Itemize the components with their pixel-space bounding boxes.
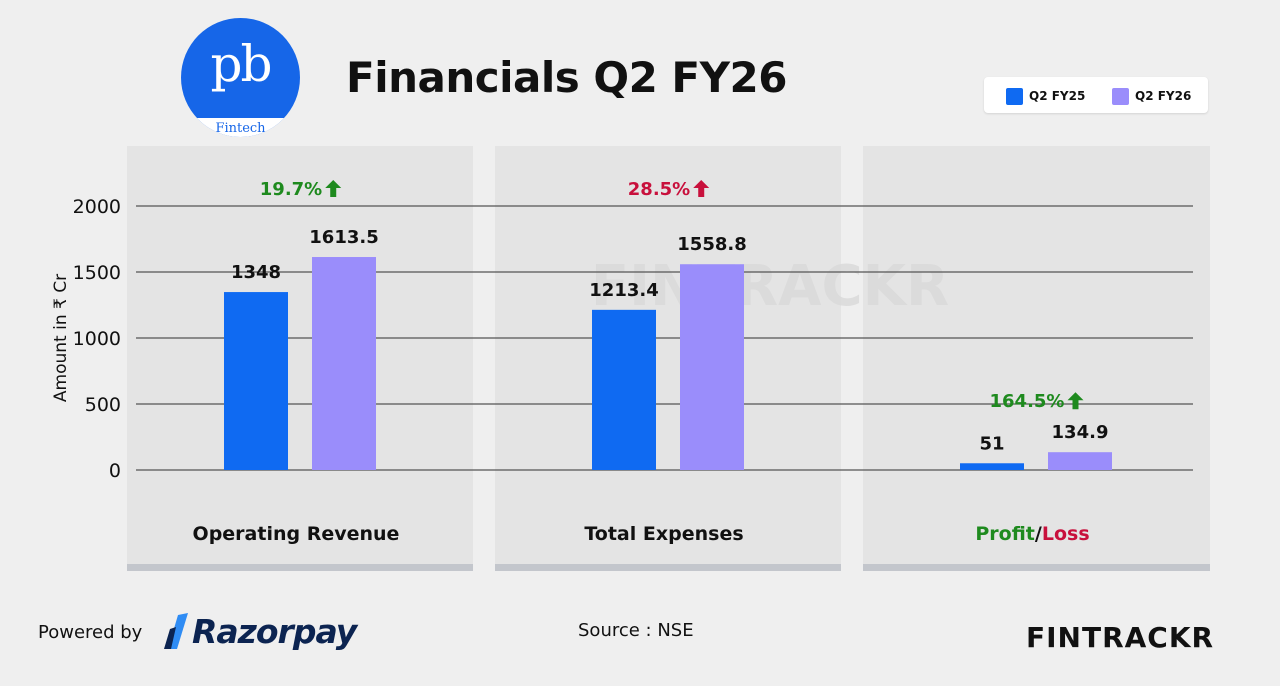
category-label-part-0: Operating Revenue — [193, 523, 400, 545]
growth-label-total-expenses: 28.5% — [628, 179, 690, 200]
razorpay-wordmark: Razorpay — [192, 611, 357, 651]
legend-item-q2-fy25: Q2 FY25 — [1006, 87, 1086, 105]
data-label-q2-fy26-profit-loss: 134.9 — [1052, 422, 1109, 443]
page-title: Financials Q2 FY26 — [346, 53, 787, 102]
up-arrow-icon — [1067, 392, 1084, 410]
legend-item-q2-fy26: Q2 FY26 — [1112, 87, 1192, 105]
category-label-part-1: / — [1035, 523, 1042, 545]
bar-q2-fy26-total-expenses — [680, 264, 744, 470]
chart-legend: Q2 FY25 Q2 FY26 — [984, 77, 1208, 113]
bar-q2-fy26-profit-loss — [1048, 452, 1112, 470]
logo-subtitle: Fintech — [215, 121, 266, 136]
bar-q2-fy25-operating-revenue — [224, 292, 288, 470]
up-arrow-icon — [693, 180, 710, 197]
razorpay-logo: Razorpay — [164, 608, 357, 654]
growth-label-profit-loss: 164.5% — [990, 391, 1065, 412]
panel-base-operating-revenue — [127, 564, 473, 571]
bar-q2-fy25-profit-loss — [960, 463, 1024, 470]
y-tick-label-1500: 1500 — [73, 262, 121, 284]
panel-total-expenses — [495, 146, 841, 564]
y-tick-label-0: 0 — [109, 460, 121, 482]
bar-q2-fy26-operating-revenue — [312, 257, 376, 470]
company-logo: pb Fintech — [181, 18, 300, 137]
panel-operating-revenue — [127, 146, 473, 564]
growth-label-operating-revenue: 19.7% — [260, 179, 322, 200]
y-tick-label-1000: 1000 — [73, 328, 121, 350]
fintrackr-logo: FINTRACKR — [1026, 621, 1215, 654]
logo-band — [181, 118, 300, 137]
powered-by-label: Powered by — [38, 622, 143, 643]
y-tick-label-2000: 2000 — [73, 196, 121, 218]
data-label-q2-fy26-total-expenses: 1558.8 — [677, 234, 746, 255]
category-label-profit-loss: Profit/Loss — [975, 523, 1089, 545]
up-arrow-icon — [325, 180, 342, 197]
razorpay-icon — [164, 613, 188, 649]
data-label-q2-fy25-profit-loss: 51 — [979, 433, 1004, 454]
data-label-q2-fy26-operating-revenue: 1613.5 — [309, 227, 378, 248]
panel-base-profit-loss — [863, 564, 1210, 571]
y-tick-label-500: 500 — [85, 394, 121, 416]
legend-label-q2-fy26: Q2 FY26 — [1135, 89, 1192, 103]
legend-label-q2-fy25: Q2 FY25 — [1029, 89, 1086, 103]
source-note: Source : NSE — [578, 620, 694, 641]
y-axis-label: Amount in ₹ Cr — [51, 274, 71, 402]
data-label-q2-fy25-total-expenses: 1213.4 — [589, 280, 658, 301]
panel-base-total-expenses — [495, 564, 841, 571]
category-label-part-0: Profit — [975, 523, 1035, 545]
category-label-operating-revenue: Operating Revenue — [193, 523, 400, 545]
data-label-q2-fy25-operating-revenue: 1348 — [231, 262, 281, 283]
legend-swatch-q2-fy25 — [1006, 87, 1023, 105]
bar-q2-fy25-total-expenses — [592, 309, 656, 470]
category-label-part-0: Total Expenses — [584, 523, 743, 545]
logo-mark: pb — [210, 35, 272, 93]
legend-swatch-q2-fy26 — [1112, 87, 1129, 105]
watermark-text: FINTRACKR — [591, 254, 949, 319]
category-label-total-expenses: Total Expenses — [584, 523, 743, 545]
panel-profit-loss — [863, 146, 1210, 564]
category-label-part-2: Loss — [1042, 523, 1090, 545]
